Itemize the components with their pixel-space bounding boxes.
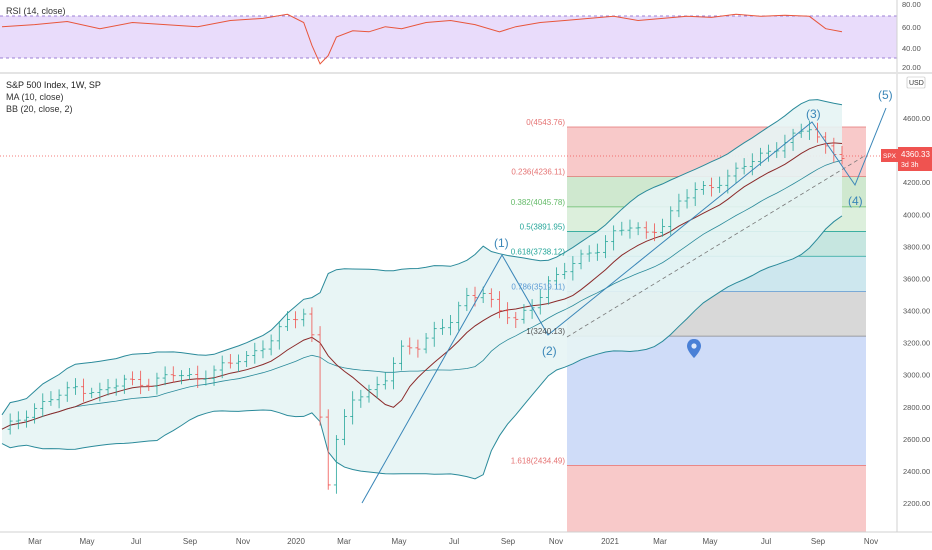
last-price-tag: SPX 4360.33 3d 3h (881, 147, 932, 171)
price-tick: 2200.00 (903, 499, 930, 508)
fib-level-label: 0.618(3738.12) (511, 247, 566, 256)
time-tick: May (702, 537, 717, 546)
time-tick: Sep (811, 537, 826, 546)
bb-legend[interactable]: BB (20, close, 2) (6, 104, 73, 114)
rsi-pane: RSI (14, close) 80.00 60.00 40.00 20.00 (0, 0, 921, 72)
bollinger-band-fill (2, 99, 842, 479)
candles (7, 120, 845, 494)
map-pin-icon[interactable] (687, 339, 701, 358)
price-tick: 4000.00 (903, 210, 930, 219)
ma-legend[interactable]: MA (10, close) (6, 92, 64, 102)
time-tick: Jul (761, 537, 771, 546)
time-tick: Nov (864, 537, 878, 546)
time-axis[interactable]: Mar May Jul Sep Nov 2020 Mar May Jul Sep Nov 2021 Ma… (28, 537, 878, 546)
fib-labels: 0(4543.76) 0.236(4236.11) 0.382(4045.78) 0.… (511, 118, 566, 465)
time-tick: Jul (449, 537, 459, 546)
time-tick: Mar (653, 537, 667, 546)
price-tick: 3800.00 (903, 242, 930, 251)
price-tag-symbol: SPX (883, 153, 897, 160)
time-tick: Sep (501, 537, 516, 546)
fib-level-label: 0(4543.76) (526, 118, 565, 127)
bollinger-upper-line (1, 99, 843, 416)
moving-average-line (1, 142, 843, 430)
price-tick: 2600.00 (903, 435, 930, 444)
rsi-band (0, 16, 897, 58)
time-tick: May (79, 537, 94, 546)
fib-zone (567, 336, 866, 466)
price-tick: 2800.00 (903, 403, 930, 412)
rsi-line (1, 13, 843, 65)
trend-dashed-line (566, 154, 867, 338)
price-tick: 3000.00 (903, 371, 930, 380)
rsi-label: RSI (14, close) (6, 6, 66, 16)
fib-level-label: 0.786(3519.11) (511, 282, 565, 291)
time-tick: May (391, 537, 406, 546)
time-tick: Nov (549, 537, 563, 546)
time-tick: 2020 (287, 537, 305, 546)
price-tick: 3600.00 (903, 274, 930, 283)
fib-level-label: 1.618(2434.49) (511, 456, 566, 465)
currency-label[interactable]: USD (909, 80, 924, 87)
fib-level-label: 1(3240.13) (526, 327, 565, 336)
chart-title: S&P 500 Index, 1W, SP (6, 80, 101, 90)
time-tick: Jul (131, 537, 141, 546)
time-tick: 2021 (601, 537, 619, 546)
price-tick: 3200.00 (903, 339, 930, 348)
elliott-wave-path (361, 107, 887, 504)
price-tick: 4200.00 (903, 178, 930, 187)
fib-level-label: 0.5(3891.95) (520, 223, 566, 232)
rsi-tick: 80.00 (902, 0, 921, 9)
time-tick: Sep (183, 537, 198, 546)
price-tick: 4600.00 (903, 114, 930, 123)
price-tick: 2400.00 (903, 467, 930, 476)
fib-zone (567, 465, 866, 532)
time-tick: Mar (28, 537, 42, 546)
fib-level-label: 0.382(4045.78) (511, 198, 566, 207)
wave-label-1: (1) (494, 236, 509, 250)
wave-label-4: (4) (848, 194, 863, 208)
bollinger-basis-line (1, 159, 843, 430)
bollinger-lower-line (1, 215, 843, 480)
price-tick: 3400.00 (903, 307, 930, 316)
price-tag-time: 3d 3h (901, 162, 919, 169)
rsi-tick: 20.00 (902, 63, 921, 72)
wave-label-2: (2) (542, 344, 557, 358)
rsi-tick: 60.00 (902, 23, 921, 32)
fib-level-label: 0.236(4236.11) (511, 167, 565, 176)
wave-label-5: (5) (878, 88, 893, 102)
price-tag-price: 4360.33 (901, 150, 930, 159)
rsi-tick: 40.00 (902, 44, 921, 53)
currency-button[interactable] (906, 76, 926, 89)
wave-label-3: (3) (806, 107, 821, 121)
time-tick: Nov (236, 537, 250, 546)
time-tick: Mar (337, 537, 351, 546)
